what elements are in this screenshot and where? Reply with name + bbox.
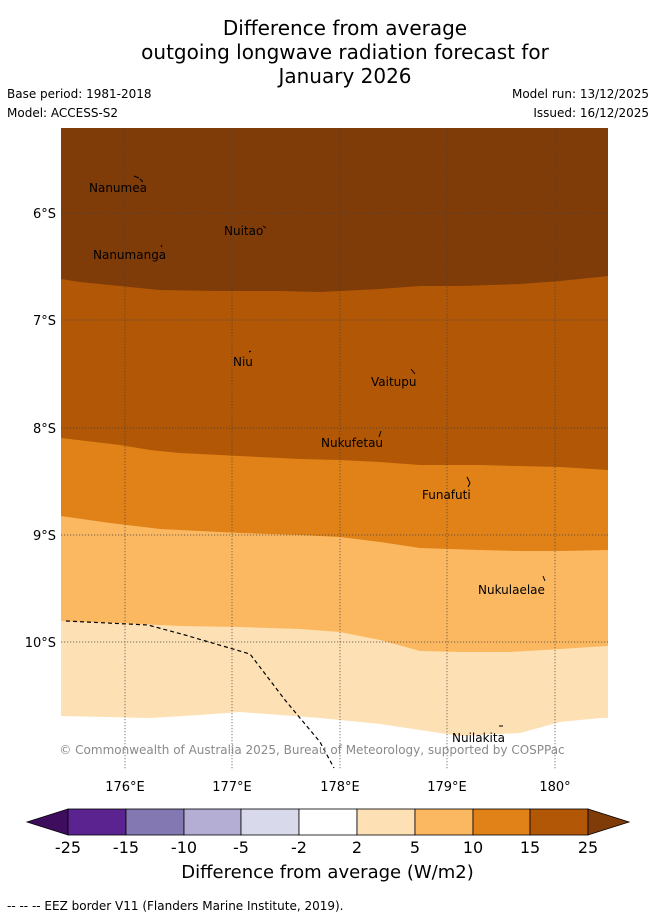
place-label-funafuti: Funafuti (422, 488, 471, 502)
lat-tick-label: 8°S (33, 422, 56, 437)
band-above-25 (61, 128, 608, 292)
colorbar-segment (472, 808, 531, 836)
lon-tick-label: 177°E (212, 780, 252, 795)
colorbar-segment (240, 808, 300, 836)
colorbar-segment (356, 808, 416, 836)
lat-tick-label: 9°S (33, 529, 56, 544)
colorbar-tick-label: -2 (291, 838, 307, 857)
island-vaitupu (410, 368, 416, 375)
title-line-1: Difference from average (222, 16, 468, 40)
place-label-nanumanga: Nanumanga (93, 248, 166, 262)
colorbar-segment (414, 808, 474, 836)
latitude-axis: 6°S 7°S 8°S 9°S 10°S (25, 207, 56, 651)
place-label-nukulaelae: Nukulaelae (478, 583, 545, 597)
colorbar-tick-label: 2 (351, 838, 363, 857)
eez-legend-footnote: -- -- -- EEZ border V11 (Flanders Marine… (7, 899, 344, 913)
lat-tick-label: 6°S (33, 207, 56, 222)
colorbar-segment (183, 808, 242, 836)
title-line-3: January 2026 (278, 64, 412, 88)
base-period: Base period: 1981-2018 (7, 87, 152, 101)
colorbar-tick-label: 5 (409, 838, 421, 857)
island-nanumea (133, 175, 144, 183)
colorbar-title: Difference from average (W/m2) (181, 862, 474, 883)
colorbar-tick-label: 10 (462, 838, 484, 857)
colorbar-segment (298, 808, 358, 836)
lat-tick-label: 7°S (33, 314, 56, 329)
colorbar-segment (67, 808, 127, 836)
lon-tick-label: 178°E (320, 780, 360, 795)
island-niu (248, 350, 252, 353)
colorbar-extend-high (587, 808, 631, 836)
colorbar-tick-label: 25 (577, 838, 599, 857)
colorbar-tick-label: 15 (519, 838, 541, 857)
island-funafuti (466, 476, 471, 488)
place-label-nuitao: Nuitao (224, 224, 263, 238)
colorbar-tick-label: -10 (170, 838, 198, 857)
colorbar-segment (529, 808, 589, 836)
island-nukulaelae (542, 575, 546, 582)
place-label-nanumea: Nanumea (89, 181, 147, 195)
graticule (61, 128, 608, 770)
model-name: Model: ACCESS-S2 (7, 106, 119, 120)
lon-tick-label: 176°E (105, 780, 145, 795)
colorbar-extend-low (25, 808, 69, 836)
map-credit: © Commonwealth of Australia 2025, Bureau… (59, 743, 564, 757)
lon-tick-label: 179°E (427, 780, 467, 795)
island-nuitao (262, 225, 267, 229)
place-label-nukufetau: Nukufetau (321, 436, 383, 450)
colorbar-tick-label: -5 (233, 838, 249, 857)
island-shapes (133, 175, 546, 727)
title-line-2: outgoing longwave radiation forecast for (141, 40, 549, 64)
colorbar-tick-label: -15 (112, 838, 140, 857)
place-label-vaitupu: Vaitupu (371, 375, 417, 389)
lat-tick-label: 10°S (25, 636, 56, 651)
issued-date: Issued: 16/12/2025 (533, 106, 649, 120)
map-title: Difference from average outgoing longwav… (0, 16, 655, 88)
colorbar-tick-label: -25 (54, 838, 82, 857)
place-label-niu: Niu (233, 355, 253, 369)
model-run: Model run: 13/12/2025 (511, 87, 649, 101)
colorbar-segment (125, 808, 185, 836)
anomaly-field (61, 128, 608, 770)
island-nukufetau (378, 430, 382, 438)
place-label-nuilakita: Nuilakita (452, 731, 505, 745)
island-nanumanga (160, 244, 163, 248)
lon-tick-label: 180° (539, 780, 570, 795)
place-labels: Nanumea Nuitao Nanumanga Niu Vaitupu Nuk… (89, 181, 545, 745)
colorbar (25, 808, 631, 836)
longitude-axis: 176°E 177°E 178°E 179°E 180° (105, 780, 570, 795)
